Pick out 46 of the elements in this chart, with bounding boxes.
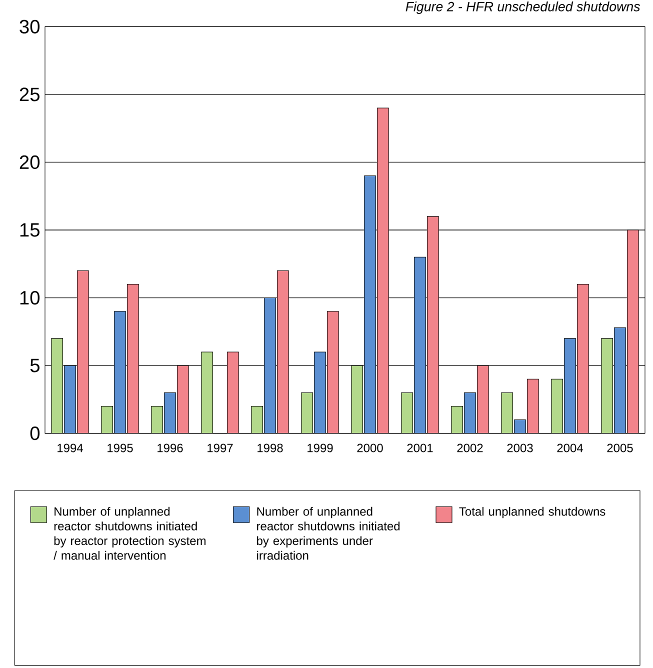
x-tick-label: 2000 (357, 444, 383, 452)
bar (114, 311, 126, 434)
x-tick-label: 1994 (58, 444, 83, 452)
bar (364, 176, 376, 434)
legend-label: Total unplanned shutdowns (459, 506, 606, 518)
x-tick-label: 1995 (108, 444, 133, 452)
y-tick-label: 30 (20, 20, 40, 34)
bar (514, 420, 526, 434)
y-tick-label: 0 (30, 426, 40, 440)
bar (264, 298, 276, 434)
bar (301, 392, 313, 434)
bar (401, 392, 413, 434)
bar (451, 406, 463, 434)
y-tick-label: 5 (30, 358, 40, 372)
x-tick-label: 1999 (308, 444, 333, 452)
bar (64, 365, 76, 434)
bar (551, 378, 563, 434)
bar (351, 365, 363, 434)
bar (251, 406, 263, 434)
x-tick-label: 1998 (258, 444, 283, 452)
bar (501, 392, 513, 434)
bar (314, 352, 326, 434)
y-tick-label: 25 (20, 88, 40, 102)
bar (564, 338, 576, 434)
y-tick-label: 10 (20, 290, 40, 305)
x-tick-label: 2002 (457, 444, 483, 452)
x-tick-label: 2004 (557, 444, 583, 452)
x-tick-label: 1996 (158, 444, 183, 452)
y-tick-label: 15 (20, 223, 40, 237)
bar (614, 327, 626, 434)
bar (201, 352, 214, 434)
bar (151, 406, 163, 434)
bar (164, 392, 176, 434)
bar (101, 406, 113, 434)
x-tick-label: 2005 (607, 444, 633, 452)
legend-label: Number of unplanned reactor shutdowns initiated by experiments under irradiation (257, 506, 400, 560)
x-tick-label: 2001 (407, 444, 433, 452)
x-tick-label: 1997 (208, 444, 233, 452)
x-tick-label: 2003 (507, 444, 533, 452)
bar (51, 338, 64, 434)
y-tick-label: 20 (20, 155, 40, 170)
bar (601, 338, 613, 434)
bar (464, 392, 476, 434)
legend-label: Number of unplanned reactor shutdowns initiated by reactor protection system / manual intervention (54, 506, 206, 560)
chart-title: Figure 2 - HFR unscheduled shutdowns (406, 2, 640, 14)
bar (414, 256, 426, 434)
